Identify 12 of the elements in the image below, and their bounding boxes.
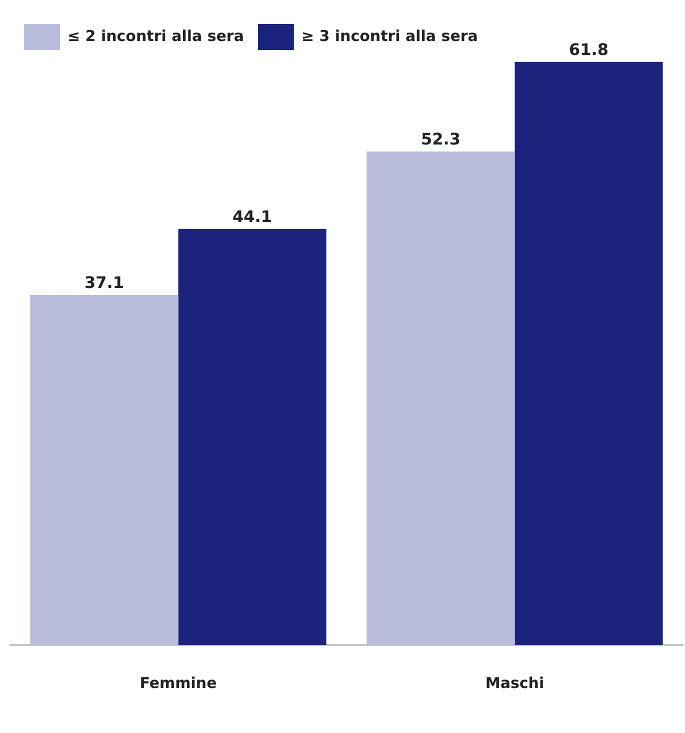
data-label: 52.3 [420,130,460,149]
data-label: 44.1 [232,207,272,226]
bar [366,152,515,645]
data-label: 61.8 [569,40,609,60]
x-tick-label: Maschi [485,674,544,692]
legend-label: ≥ 3 incontri alla sera [301,26,478,45]
data-label: 37.1 [84,273,124,292]
bar [30,294,178,645]
legend-label: ≤ 2 incontri alla sera [68,26,244,45]
x-tick-label: Femmine [140,674,217,692]
bar [178,228,326,645]
bar [514,62,663,645]
